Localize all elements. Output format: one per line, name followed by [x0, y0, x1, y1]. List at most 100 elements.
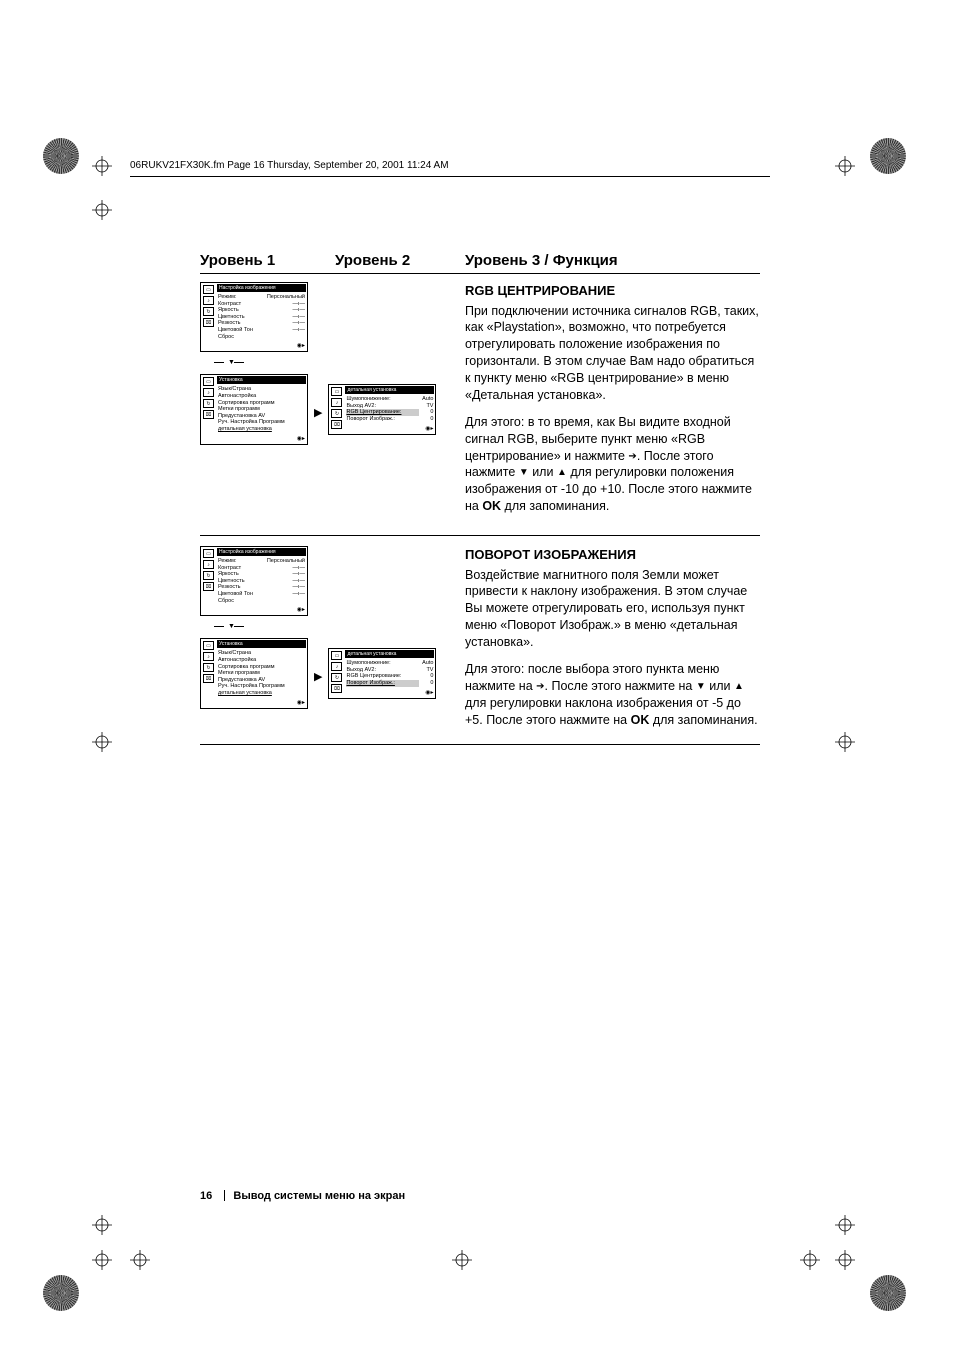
osd-row: Контраст—ı— — [218, 565, 305, 572]
osd-picture-icon: ▭ — [203, 377, 214, 386]
divider — [200, 744, 760, 745]
header-level-1: Уровень 1 — [200, 252, 335, 269]
arrow-right-icon: ▶ — [314, 406, 322, 419]
osd-row: Поворот Изображ.:0 — [346, 416, 433, 423]
osd-row: RGB Центрирование:0 — [346, 409, 433, 416]
osd-timer-icon: ↻ — [203, 663, 214, 672]
osd-picture-settings: ▭ ♪ ↻ ⌧ Настройка изображения Режим:Перс… — [200, 282, 308, 352]
section-picture-rotation: ▭ ♪ ↻ ⌧ Настройка изображения Режим:Перс… — [200, 546, 760, 738]
section-text: RGB ЦЕНТРИРОВАНИЕ При подключении источн… — [465, 282, 760, 525]
ok-label: OK — [631, 713, 650, 727]
osd-setup-icon: ⌧ — [203, 410, 214, 419]
osd-row: Цветность—ı— — [218, 314, 305, 321]
osd-timer-icon: ↻ — [203, 399, 214, 408]
arrow-down-icon — [214, 358, 244, 370]
osd-sound-icon: ♪ — [203, 296, 214, 305]
osd-row: Сортировка программ — [218, 400, 305, 407]
paragraph: Для этого: после выбора этого пункта мен… — [465, 661, 760, 729]
osd-foot-icon: ◉▸ — [216, 342, 307, 351]
osd-row: Выход AV2:TV — [346, 403, 433, 410]
footer-title: Вывод системы меню на экран — [233, 1190, 405, 1202]
osd-row: детальная установка — [218, 690, 305, 697]
down-arrow-icon: ▼ — [696, 681, 706, 692]
section-text: ПОВОРОТ ИЗОБРАЖЕНИЯ Воздействие магнитно… — [465, 546, 760, 738]
osd-sound-icon: ♪ — [203, 388, 214, 397]
page-content: Уровень 1 Уровень 2 Уровень 3 / Функция … — [200, 160, 760, 753]
crop-mark-icon — [92, 1250, 112, 1270]
osd-sound-icon: ♪ — [331, 398, 342, 407]
osd-row: Яркость—ı— — [218, 571, 305, 578]
osd-row: детальная установка — [218, 426, 305, 433]
osd-row: Автонастройка — [218, 657, 305, 664]
crop-mark-icon — [800, 1250, 820, 1270]
osd-row: Поворот Изображ.:0 — [346, 680, 433, 687]
crop-mark-icon — [452, 1250, 472, 1270]
down-arrow-icon: ▼ — [519, 467, 529, 478]
paragraph: При подключении источника сигналов RGB, … — [465, 303, 760, 404]
osd-timer-icon: ↻ — [203, 571, 214, 580]
osd-picture-icon: ▭ — [203, 549, 214, 558]
osd-row: Режим:Персональный — [218, 558, 305, 565]
osd-row: Автонастройка — [218, 393, 305, 400]
osd-title: Установка — [217, 376, 306, 384]
up-arrow-icon: ▲ — [557, 467, 567, 478]
osd-sound-icon: ♪ — [331, 662, 342, 671]
osd-row: Цветность—ı— — [218, 578, 305, 585]
divider — [200, 535, 760, 536]
osd-row: Шумопонижение:Auto — [346, 660, 433, 667]
osd-diagrams: ▭ ♪ ↻ ⌧ Настройка изображения Режим:Перс… — [200, 546, 465, 738]
right-arrow-icon: ➔ — [628, 451, 636, 462]
osd-row: Выход AV2:TV — [346, 667, 433, 674]
osd-picture-icon: ▭ — [203, 641, 214, 650]
osd-row: Руч. Настройка Программ — [218, 419, 305, 426]
osd-row: Сброс — [218, 598, 305, 605]
osd-row: Метки программ — [218, 670, 305, 677]
page-footer: 16 Вывод системы меню на экран — [200, 1190, 405, 1202]
osd-timer-icon: ↻ — [203, 307, 214, 316]
crop-mark-icon — [835, 732, 855, 752]
registration-disc — [870, 138, 906, 174]
osd-row: Контраст—ı— — [218, 301, 305, 308]
osd-title: детальная установка — [345, 650, 434, 658]
arrow-right-icon: ▶ — [314, 670, 322, 683]
osd-diagrams: ▭ ♪ ↻ ⌧ Настройка изображения Режим:Перс… — [200, 282, 465, 525]
osd-setup-icon: ⌧ — [331, 420, 342, 429]
osd-setup-icon: ⌧ — [203, 582, 214, 591]
osd-detail: ▭ ♪ ↻ ⌧ детальная установка Шумопонижени… — [328, 384, 436, 435]
osd-sound-icon: ♪ — [203, 560, 214, 569]
crop-mark-icon — [92, 156, 112, 176]
section-title: RGB ЦЕНТРИРОВАНИЕ — [465, 282, 760, 300]
osd-row: Язык/Страна — [218, 386, 305, 393]
osd-row: Сортировка программ — [218, 664, 305, 671]
ok-label: OK — [482, 499, 501, 513]
column-headers: Уровень 1 Уровень 2 Уровень 3 / Функция — [200, 252, 760, 269]
page-number: 16 — [200, 1190, 212, 1202]
osd-row: RGB Центрирование:0 — [346, 673, 433, 680]
registration-disc — [870, 1275, 906, 1311]
osd-picture-icon: ▭ — [331, 651, 342, 660]
osd-foot-icon: ◉▸ — [216, 699, 307, 708]
osd-title: Настройка изображения — [217, 284, 306, 292]
osd-setup-icon: ⌧ — [203, 674, 214, 683]
osd-row: Руч. Настройка Программ — [218, 683, 305, 690]
arrow-down-icon — [214, 622, 244, 634]
osd-picture-icon: ▭ — [203, 285, 214, 294]
section-title: ПОВОРОТ ИЗОБРАЖЕНИЯ — [465, 546, 760, 564]
osd-foot-icon: ◉▸ — [344, 425, 435, 434]
crop-mark-icon — [92, 200, 112, 220]
header-level-2: Уровень 2 — [335, 252, 465, 269]
osd-foot-icon: ◉▸ — [344, 689, 435, 698]
up-arrow-icon: ▲ — [734, 681, 744, 692]
osd-title: детальная установка — [345, 386, 434, 394]
divider — [200, 273, 760, 274]
crop-mark-icon — [130, 1250, 150, 1270]
osd-picture-icon: ▭ — [331, 387, 342, 396]
osd-title: Настройка изображения — [217, 548, 306, 556]
osd-timer-icon: ↻ — [331, 409, 342, 418]
crop-mark-icon — [835, 1250, 855, 1270]
osd-row: Язык/Страна — [218, 650, 305, 657]
osd-row: Шумопонижение:Auto — [346, 396, 433, 403]
right-arrow-icon: ➔ — [536, 681, 544, 692]
osd-sound-icon: ♪ — [203, 652, 214, 661]
osd-detail: ▭ ♪ ↻ ⌧ детальная установка Шумопонижени… — [328, 648, 436, 699]
